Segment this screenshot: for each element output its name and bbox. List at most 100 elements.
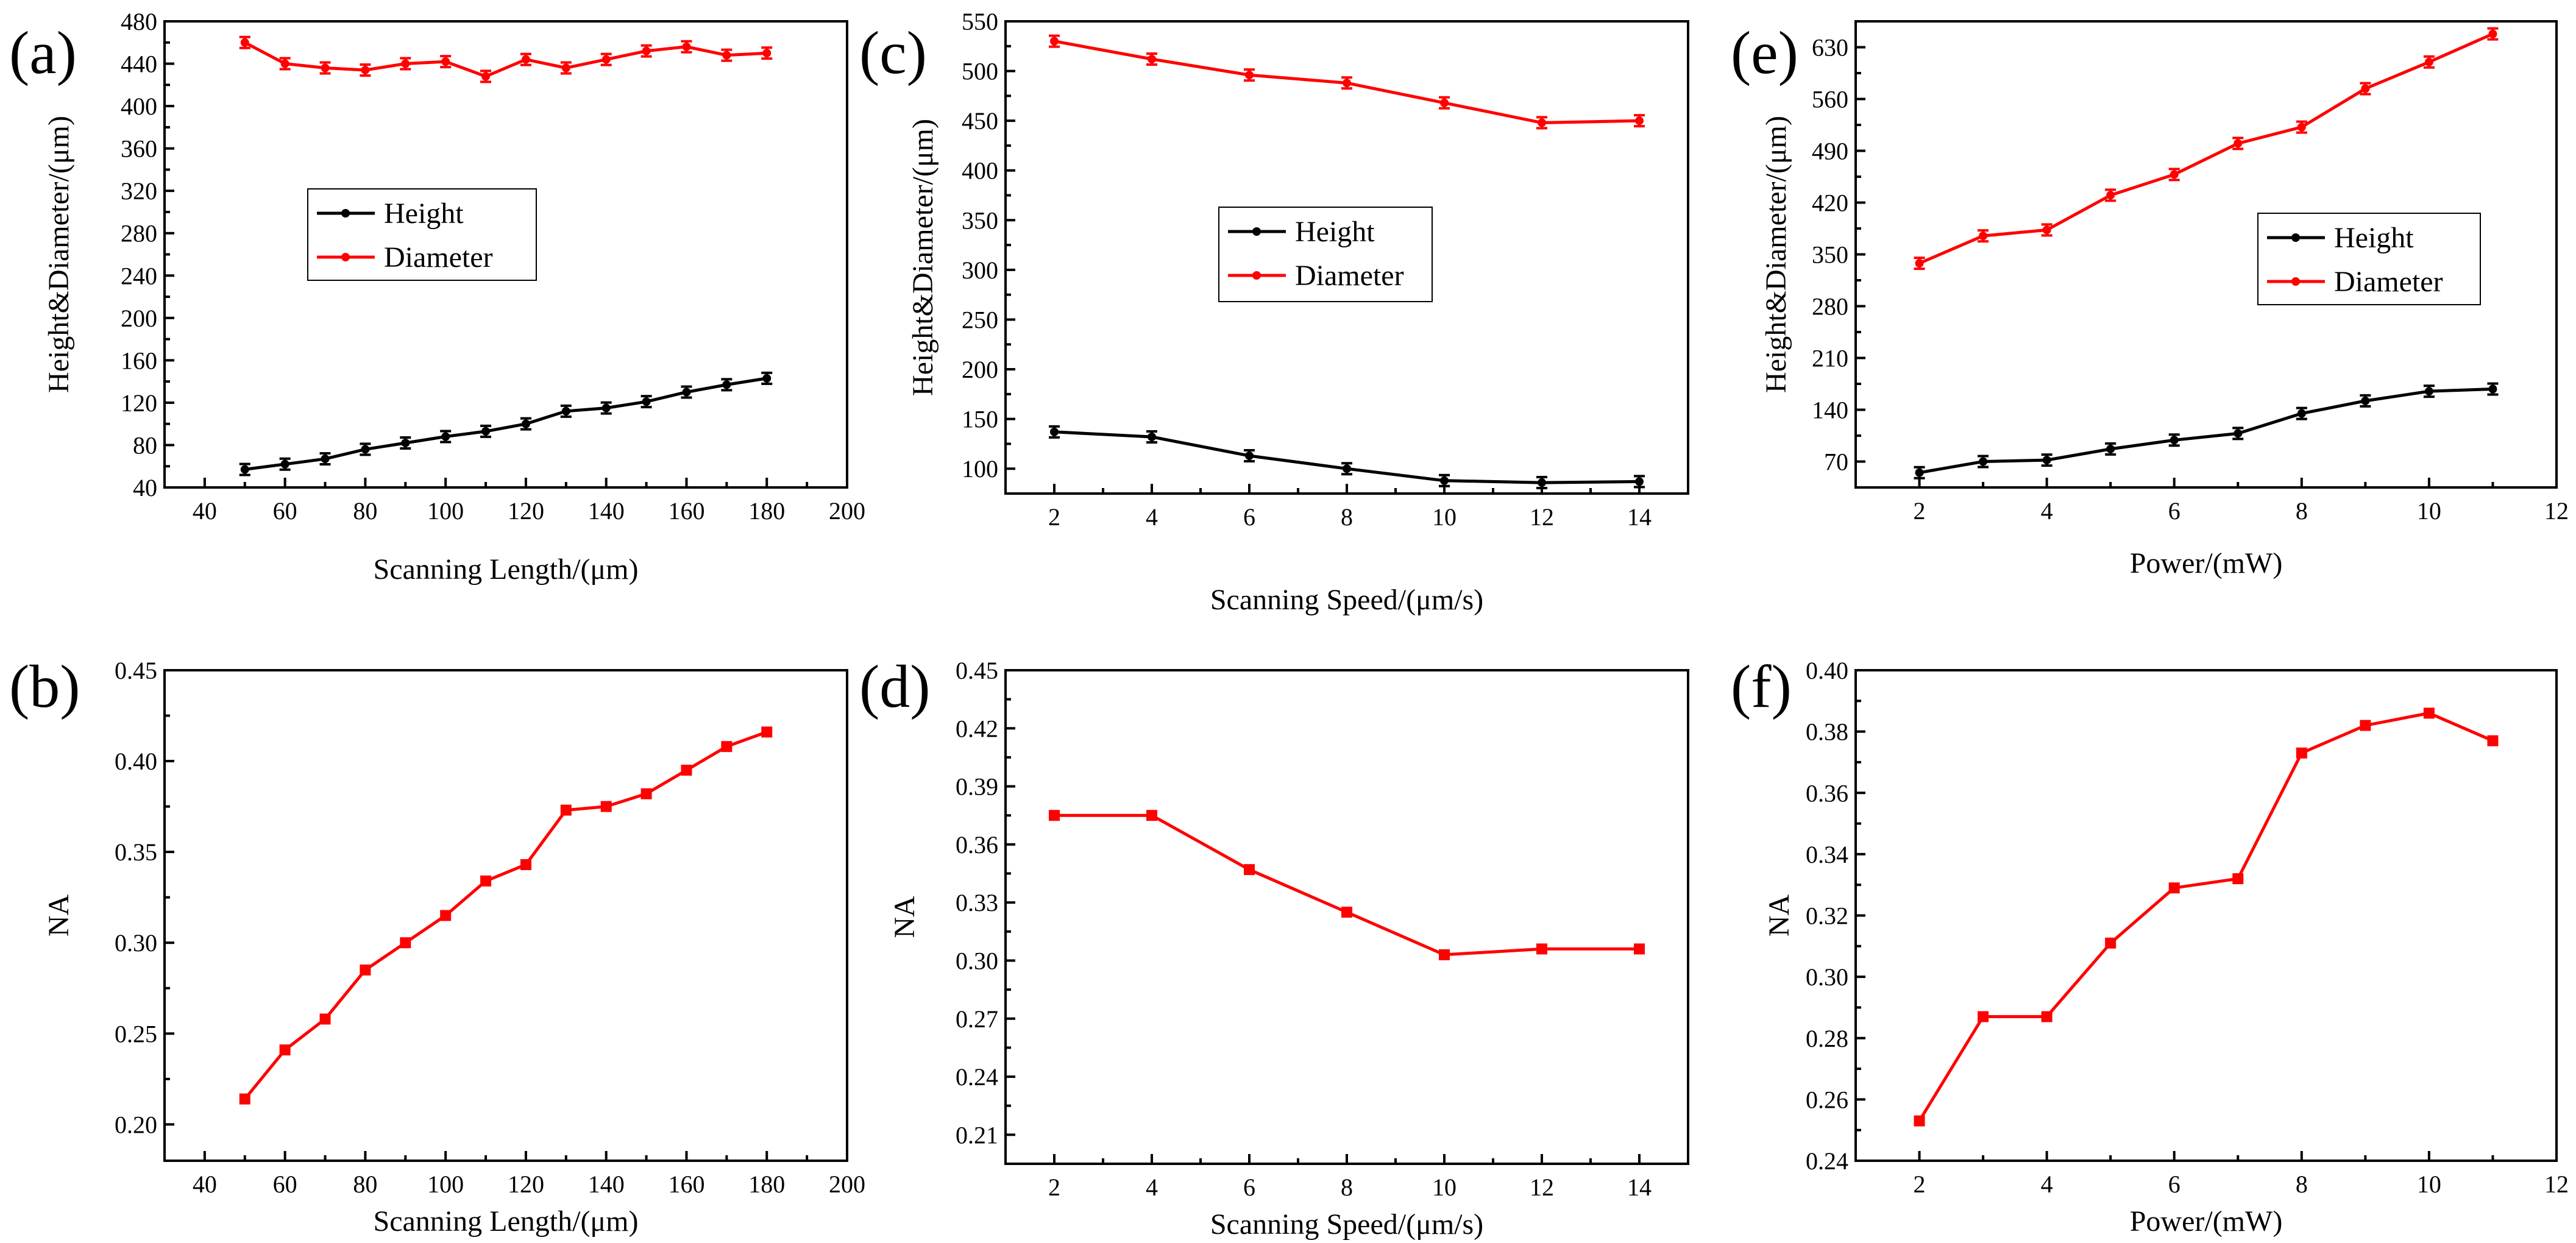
legend-marker [1252, 271, 1261, 280]
data-point-na [2105, 937, 2117, 949]
data-point-diameter [2361, 84, 2370, 93]
data-point-diameter [2234, 139, 2243, 148]
y-tick-label: 0.34 [1806, 841, 1848, 868]
data-point-diameter [2488, 29, 2497, 38]
data-point-diameter [561, 63, 570, 73]
y-tick-label: 420 [1812, 189, 1848, 217]
panel-label: (c) [859, 19, 927, 87]
y-axis-label: Height&Diameter/(μm) [43, 116, 75, 393]
data-point-height [1245, 452, 1254, 460]
data-point-height [2297, 409, 2306, 418]
data-point-diameter [682, 42, 691, 51]
x-axis-label: Scanning Speed/(μm/s) [1210, 1208, 1483, 1241]
data-point-na [480, 875, 492, 887]
y-tick-label: 200 [121, 305, 157, 332]
data-point-diameter [521, 55, 530, 64]
x-tick-label: 14 [1627, 1174, 1652, 1201]
legend-label-height: Height [384, 197, 464, 230]
data-point-diameter [1538, 118, 1546, 127]
legend: Height Diameter [2257, 213, 2481, 305]
chart-panel-b: 40 60 80 100 120 140 160 180 200 0.20 0.25 0.30 0.35… [9, 653, 865, 1238]
legend-label-diameter: Diameter [1295, 260, 1404, 292]
y-tick-label: 250 [962, 306, 998, 333]
legend-label-diameter: Diameter [2334, 266, 2443, 298]
data-point-na [2296, 747, 2307, 759]
y-tick-label: 120 [121, 389, 157, 417]
y-axis-label: Height&Diameter/(μm) [1760, 116, 1792, 393]
series-line-height [244, 377, 767, 471]
x-tick-label: 80 [353, 1170, 377, 1198]
y-tick-label: 150 [962, 406, 998, 433]
x-tick-label: 8 [1341, 1174, 1353, 1201]
x-tick-label: 10 [2417, 1170, 2441, 1198]
y-axis-label: Height&Diameter/(μm) [907, 119, 939, 396]
data-point-height [561, 406, 570, 416]
x-axis-label: Power/(mW) [2130, 1205, 2283, 1238]
data-point-na [1244, 864, 1255, 876]
data-point-na [2360, 720, 2371, 731]
data-point-height [1050, 427, 1059, 436]
y-tick-label: 350 [962, 207, 998, 234]
data-point-diameter [1148, 55, 1156, 63]
x-tick-label: 14 [1627, 503, 1652, 531]
data-point-na [1634, 943, 1645, 955]
x-tick-label: 10 [2417, 497, 2441, 525]
x-tick-label: 8 [2296, 1170, 2308, 1198]
data-point-height [2042, 456, 2051, 465]
y-tick-label: 140 [1812, 397, 1848, 424]
data-point-height [1343, 464, 1351, 473]
x-tick-label: 4 [2041, 1170, 2053, 1198]
x-tick-label: 2 [1914, 1170, 1926, 1198]
y-tick-label: 450 [962, 107, 998, 135]
data-point-na [2168, 882, 2180, 894]
data-point-na [1146, 810, 1157, 821]
data-point-height [321, 455, 330, 464]
legend: Height Diameter [307, 188, 537, 281]
legend-label-height: Height [1295, 216, 1375, 248]
y-tick-label: 240 [121, 262, 157, 289]
chart-panel-a: 40 60 80 100 120 140 160 180 200 40 80 120 160 200 240… [9, 8, 865, 586]
legend-label-diameter: Diameter [384, 241, 493, 274]
data-point-diameter [2170, 170, 2179, 179]
data-point-height [642, 397, 651, 406]
y-tick-label: 280 [1812, 293, 1848, 320]
y-tick-label: 0.35 [115, 838, 157, 866]
y-tick-label: 210 [1812, 345, 1848, 372]
x-tick-label: 180 [748, 497, 785, 525]
x-tick-label: 140 [588, 1170, 625, 1198]
plot-frame [1854, 669, 2558, 1162]
panel-label: (a) [9, 19, 77, 87]
data-point-height [601, 403, 611, 413]
x-tick-label: 8 [1341, 503, 1353, 531]
y-tick-label: 400 [121, 93, 157, 120]
legend-box [2257, 213, 2481, 305]
x-tick-label: 160 [668, 497, 704, 525]
data-point-diameter [1050, 37, 1059, 46]
data-point-diameter [2297, 122, 2306, 132]
data-point-diameter [2424, 57, 2433, 66]
y-tick-label: 40 [133, 474, 157, 501]
data-point-diameter [1635, 116, 1644, 126]
panel-label: (f) [1731, 653, 1792, 720]
x-tick-label: 4 [1146, 503, 1158, 531]
y-tick-label: 630 [1812, 34, 1848, 62]
x-tick-label: 2 [1048, 1174, 1060, 1201]
data-point-na [440, 910, 452, 921]
y-tick-label: 0.38 [1806, 718, 1848, 746]
data-point-height [682, 388, 691, 397]
data-point-na [319, 1013, 331, 1025]
data-point-na [1536, 943, 1547, 955]
data-point-height [1538, 478, 1546, 487]
y-tick-label: 100 [962, 455, 998, 483]
y-tick-label: 70 [1824, 448, 1848, 476]
x-tick-label: 6 [1243, 503, 1255, 531]
y-tick-label: 480 [121, 8, 157, 35]
y-tick-label: 280 [121, 220, 157, 247]
x-tick-label: 140 [588, 497, 625, 525]
y-tick-label: 0.40 [115, 748, 157, 775]
data-point-na [1914, 1115, 1925, 1127]
x-tick-label: 160 [668, 1170, 704, 1198]
x-tick-label: 100 [427, 1170, 464, 1198]
data-point-na [560, 804, 572, 816]
